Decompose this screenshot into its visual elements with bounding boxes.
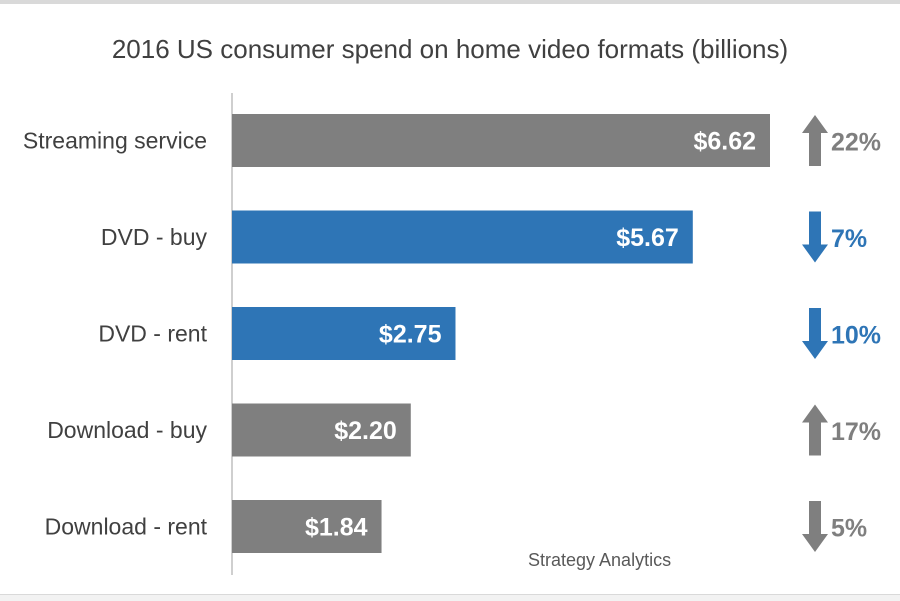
value-label: $2.75 (379, 321, 442, 349)
change-label: 5% (831, 515, 867, 543)
arrow-up-icon (802, 115, 828, 166)
value-label: $2.20 (334, 417, 397, 445)
category-label: DVD - buy (101, 224, 208, 250)
value-label: $1.84 (305, 514, 368, 542)
chart-title: 2016 US consumer spend on home video for… (111, 34, 789, 64)
arrow-up-icon (802, 404, 828, 456)
arrow-down-icon (802, 211, 828, 263)
bar (232, 403, 411, 457)
bar (232, 210, 693, 264)
change-label: 10% (831, 322, 881, 350)
change-label: 22% (831, 129, 881, 157)
category-label: Download - rent (45, 514, 208, 540)
arrow-down-icon (802, 308, 828, 359)
value-label: $5.67 (616, 224, 679, 252)
category-label: Streaming service (23, 128, 207, 154)
top-border (0, 0, 900, 4)
bottom-border (0, 594, 900, 601)
arrow-down-icon (802, 501, 828, 552)
value-label: $6.62 (693, 128, 756, 156)
change-label: 17% (831, 418, 881, 446)
change-label: 7% (831, 225, 867, 253)
bar (232, 114, 770, 167)
bar (232, 307, 456, 360)
category-label: Download - buy (47, 417, 207, 443)
category-label: DVD - rent (98, 321, 207, 347)
bar (232, 500, 382, 553)
source-label: Strategy Analytics (528, 550, 671, 570)
